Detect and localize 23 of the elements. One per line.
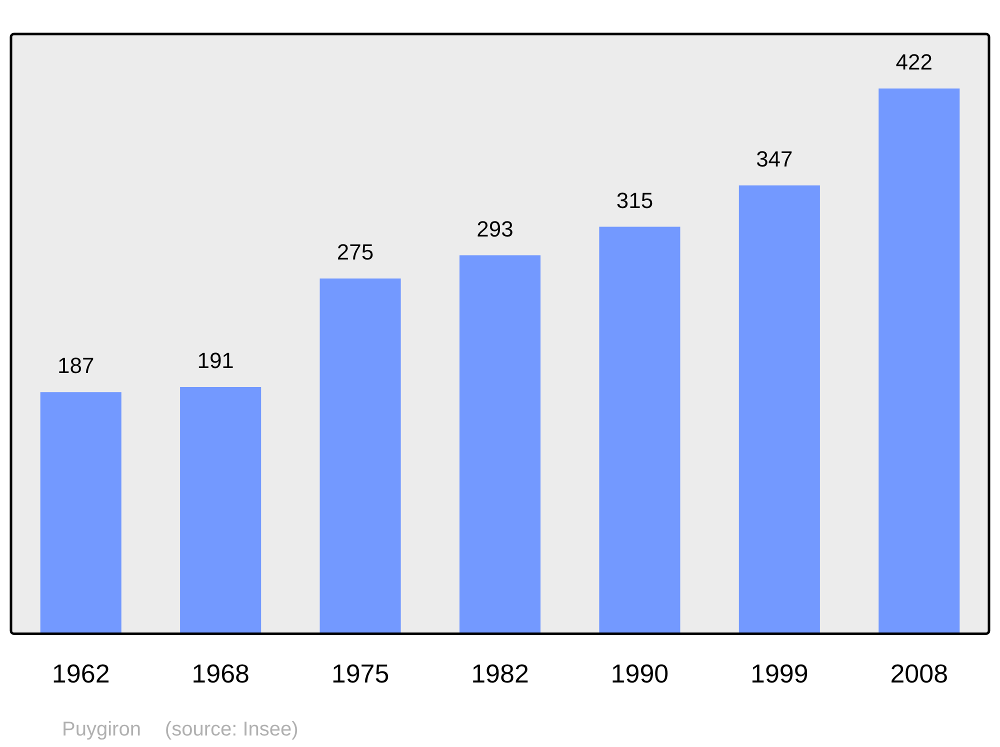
bar xyxy=(180,387,262,634)
data-label: 191 xyxy=(197,348,234,374)
data-label: 315 xyxy=(616,188,654,213)
x-tick-label: 1975 xyxy=(331,658,390,689)
x-tick-label: 1962 xyxy=(52,658,110,689)
x-tick-label: 2008 xyxy=(890,658,948,689)
data-label: 347 xyxy=(756,146,793,172)
x-tick-label: 1982 xyxy=(471,658,529,689)
bar xyxy=(878,88,960,634)
bar xyxy=(459,255,541,634)
bar xyxy=(599,226,680,634)
x-tick-label: 1990 xyxy=(610,658,669,689)
text: (source: Insee) xyxy=(164,718,298,741)
text: Puygiron xyxy=(62,718,141,741)
data-label: 187 xyxy=(58,353,94,378)
bar xyxy=(40,392,122,634)
data-label: 422 xyxy=(896,50,932,75)
bar xyxy=(320,278,401,634)
data-label: 293 xyxy=(476,216,514,242)
bar xyxy=(738,185,820,634)
data-label: 275 xyxy=(336,240,374,265)
x-tick-label: 1968 xyxy=(192,658,250,689)
x-tick-label: 1999 xyxy=(750,658,808,689)
